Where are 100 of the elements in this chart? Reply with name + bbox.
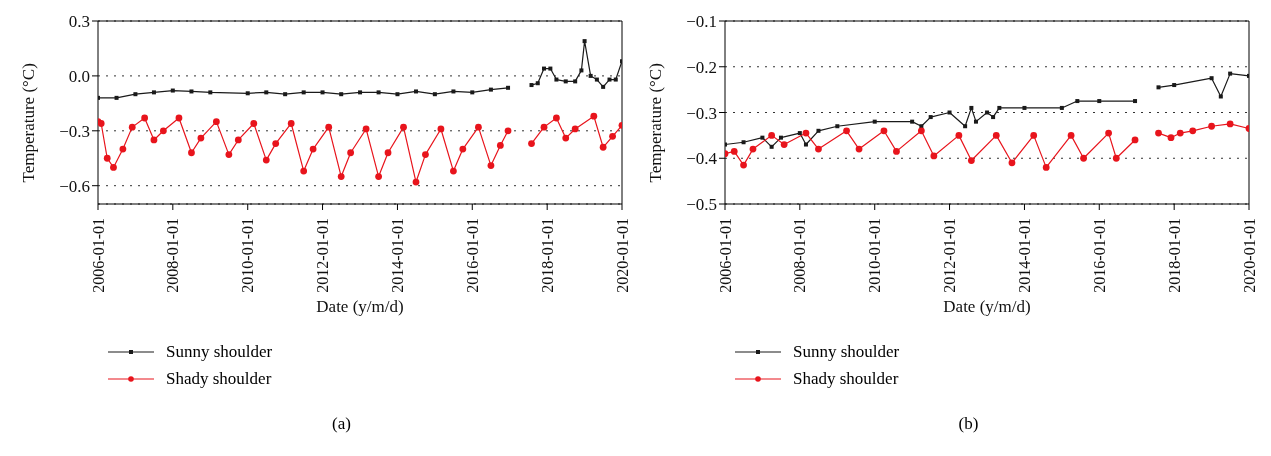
point [963,124,968,129]
point [470,90,475,95]
point [376,90,381,95]
point [487,162,495,169]
point [599,143,607,151]
point [780,141,788,148]
point [579,68,584,73]
point [262,156,270,164]
point [919,124,924,129]
point [1080,154,1087,162]
point [1067,131,1075,139]
point [571,125,579,133]
point [287,120,295,127]
legend-label: Sunny shoulder [166,341,273,362]
point [395,92,400,97]
point [917,127,925,135]
point [432,92,437,97]
point [159,127,167,135]
point [384,149,392,157]
point [1097,99,1102,104]
point [1172,83,1177,88]
point [893,147,900,155]
y-tick-label: −0.2 [686,57,717,77]
point [741,140,746,145]
point [594,77,599,82]
point [1167,134,1175,142]
point [110,164,117,171]
point [973,119,978,124]
point [535,81,540,86]
point [540,123,548,131]
point [412,178,420,186]
point [1209,76,1214,81]
y-tick-label: −0.3 [59,121,90,141]
point [797,131,802,136]
x-tick-label: 2020-01-01 [613,218,631,293]
point [208,90,213,95]
point [553,114,560,122]
point [414,89,419,94]
point [128,123,136,131]
point [212,118,220,126]
x-tick-label: 2006-01-01 [716,218,734,293]
point [400,123,407,131]
point [760,135,765,140]
point [769,144,774,149]
point [375,173,382,180]
point [250,120,258,127]
y-tick-label: −0.3 [686,103,717,123]
point [1228,71,1233,76]
point [1189,127,1197,135]
point [997,105,1002,110]
point [573,79,578,84]
point [496,142,504,149]
point [358,90,363,95]
point [1030,131,1038,139]
point [103,154,111,162]
x-tick-label: 2008-01-01 [164,218,182,293]
point [347,149,355,157]
point [475,123,482,131]
y-tick-label: −0.4 [686,149,718,169]
point [1075,99,1080,104]
point [1112,154,1120,162]
point [1008,159,1016,167]
point [967,157,975,164]
point [928,115,933,120]
x-tick-label: 2020-01-01 [1240,218,1258,293]
point [955,131,963,139]
point [1156,85,1161,90]
point [528,140,535,148]
point [843,127,850,135]
x-tick-label: 2012-01-01 [941,218,959,293]
point [872,119,877,124]
y-tick-label: −0.1 [686,12,717,32]
y-tick-label: 0.0 [68,66,90,86]
point [504,127,512,135]
point [609,132,616,140]
point [910,119,915,124]
point [320,90,325,95]
point [529,83,534,88]
point [301,90,306,95]
x-axis-title: Date (y/m/d) [943,297,1031,316]
point [114,95,119,100]
point [802,129,810,137]
point [969,105,974,110]
x-tick-label: 2008-01-01 [791,218,809,293]
text: (a) [331,414,352,434]
point [991,115,996,120]
point [548,66,553,71]
point [437,125,445,133]
point [337,173,345,180]
point [451,89,456,94]
point [339,92,344,97]
point [768,131,776,139]
point [992,131,1000,139]
point [1155,129,1162,137]
x-tick-label: 2018-01-01 [1165,218,1183,293]
point [459,145,467,153]
point [362,125,370,133]
point [590,112,598,120]
point [803,142,808,147]
point [816,128,821,133]
